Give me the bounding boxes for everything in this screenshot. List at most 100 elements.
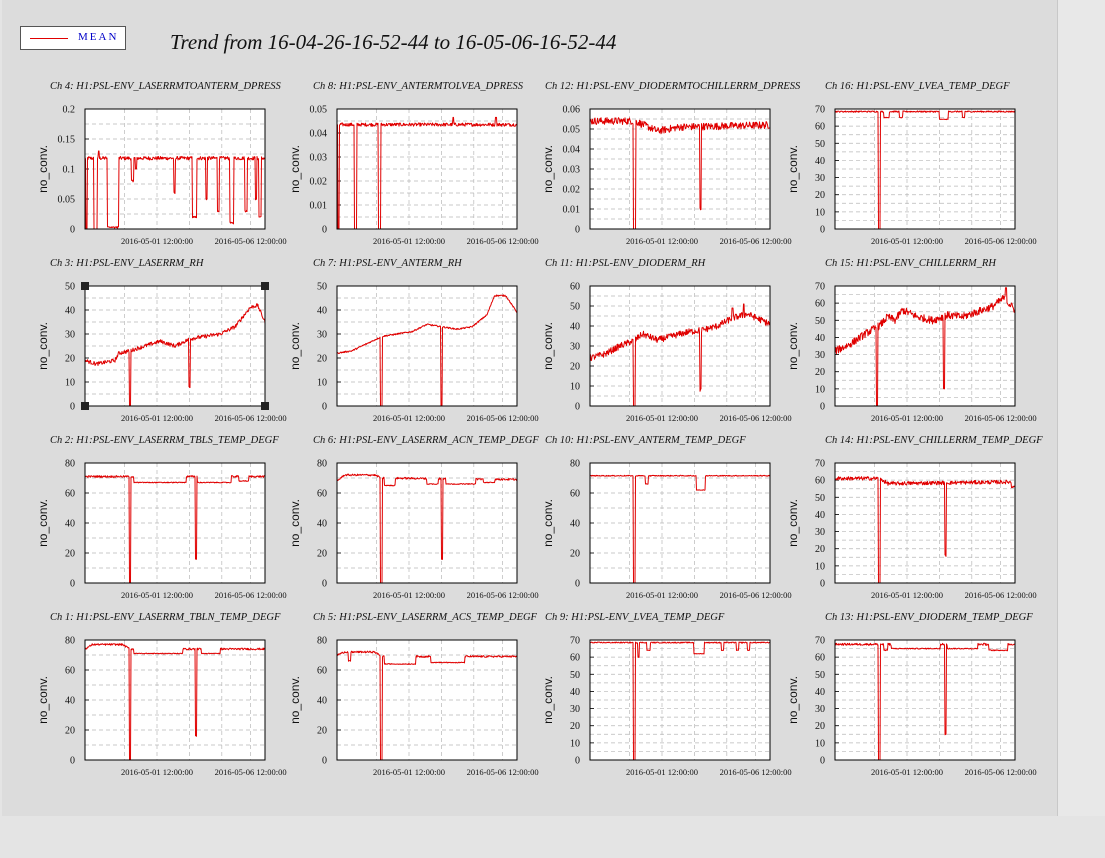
y-tick-label: 50 — [317, 282, 327, 293]
plot-frame — [84, 639, 266, 761]
y-tick-label: 0.02 — [563, 185, 581, 196]
plot-frame — [84, 462, 266, 584]
y-tick-label: 20 — [65, 549, 75, 560]
y-tick-label: 0 — [70, 756, 75, 767]
panel-title: Ch 10: H1:PSL-ENV_ANTERM_TEMP_DEGF — [545, 435, 746, 446]
y-tick-label: 20 — [815, 544, 825, 555]
panel-5: Ch 3: H1:PSL-ENV_LASERRM_RH 0 10 20 30 40 50 20… — [36, 258, 287, 423]
y-tick-label: 50 — [815, 316, 825, 327]
y-tick-label: 20 — [570, 362, 580, 373]
y-tick-label: 30 — [317, 330, 327, 341]
plot-area — [85, 640, 265, 760]
y-tick-label: 70 — [815, 636, 825, 647]
y-tick-label: 60 — [570, 282, 580, 293]
y-tick-label: 70 — [570, 636, 580, 647]
y-tick-label: 10 — [65, 378, 75, 389]
plot-frame — [589, 108, 771, 230]
x-tick-label: 2016-05-01 12:00:00 — [373, 413, 445, 423]
series-line — [84, 303, 266, 407]
y-tick-label: 80 — [65, 459, 75, 470]
y-axis-label: no_conv. — [541, 322, 555, 370]
y-axis-label: no_conv. — [36, 676, 50, 724]
y-tick-label: 0 — [70, 579, 75, 590]
y-tick-label: 60 — [570, 653, 580, 664]
y-tick-label: 0.03 — [310, 153, 328, 164]
x-tick-label: 2016-05-06 12:00:00 — [965, 236, 1037, 246]
y-tick-label: 40 — [65, 696, 75, 707]
plot-area — [835, 640, 1015, 760]
y-tick-label: 20 — [570, 549, 580, 560]
plot-frame — [834, 108, 1016, 230]
series-line — [834, 287, 1016, 407]
y-tick-label: 30 — [815, 173, 825, 184]
y-tick-label: 0.05 — [58, 195, 76, 206]
y-tick-label: 40 — [815, 333, 825, 344]
panel-title: Ch 13: H1:PSL-ENV_DIODERM_TEMP_DEGF — [825, 612, 1033, 623]
x-tick-label: 2016-05-01 12:00:00 — [373, 767, 445, 777]
x-tick-label: 2016-05-01 12:00:00 — [871, 590, 943, 600]
y-tick-label: 60 — [317, 666, 327, 677]
y-tick-label: 40 — [570, 322, 580, 333]
y-tick-label: 0.05 — [563, 125, 581, 136]
series-line — [84, 643, 266, 761]
y-tick-label: 60 — [317, 489, 327, 500]
y-tick-label: 70 — [815, 282, 825, 293]
y-axis-label: no_conv. — [36, 322, 50, 370]
panel-title: Ch 14: H1:PSL-ENV_CHILLERRM_TEMP_DEGF — [825, 435, 1043, 446]
y-tick-label: 60 — [815, 476, 825, 487]
y-tick-label: 20 — [317, 354, 327, 365]
panel-title: Ch 9: H1:PSL-ENV_LVEA_TEMP_DEGF — [545, 612, 725, 623]
y-tick-label: 70 — [815, 459, 825, 470]
x-tick-label: 2016-05-01 12:00:00 — [121, 590, 193, 600]
y-tick-label: 0 — [820, 402, 825, 413]
panel-2: Ch 8: H1:PSL-ENV_ANTERMTOLVEA_DPRESS 0 0.0… — [288, 81, 539, 246]
series-line — [337, 473, 518, 584]
y-axis-label: no_conv. — [288, 676, 302, 724]
y-axis-label: no_conv. — [786, 499, 800, 547]
panel-7: Ch 11: H1:PSL-ENV_DIODERM_RH 0 10 20 30 40 50 6… — [541, 258, 792, 423]
y-tick-label: 0.01 — [563, 205, 581, 216]
trend-title: Trend from 16-04-26-16-52-44 to 16-05-06… — [170, 30, 617, 54]
series-line — [590, 474, 771, 584]
x-tick-label: 2016-05-01 12:00:00 — [871, 767, 943, 777]
panel-14: Ch 5: H1:PSL-ENV_LASERRM_ACS_TEMP_DEGF 0 2… — [288, 612, 539, 777]
y-tick-label: 60 — [815, 122, 825, 133]
y-tick-label: 0 — [820, 756, 825, 767]
x-tick-label: 2016-05-06 12:00:00 — [467, 767, 539, 777]
series-line — [589, 117, 771, 230]
y-tick-label: 80 — [317, 459, 327, 470]
x-tick-label: 2016-05-01 12:00:00 — [373, 236, 445, 246]
y-tick-label: 10 — [815, 384, 825, 395]
y-tick-label: 30 — [570, 342, 580, 353]
y-tick-label: 30 — [570, 704, 580, 715]
y-tick-label: 50 — [570, 670, 580, 681]
y-tick-label: 80 — [65, 636, 75, 647]
y-tick-label: 60 — [65, 666, 75, 677]
y-tick-label: 40 — [570, 519, 580, 530]
y-tick-label: 0.05 — [310, 105, 328, 116]
y-tick-label: 80 — [317, 636, 327, 647]
plot-frame — [589, 462, 771, 584]
y-tick-label: 60 — [65, 489, 75, 500]
plot-area — [85, 286, 265, 406]
y-tick-label: 0.04 — [310, 129, 328, 140]
x-tick-label: 2016-05-06 12:00:00 — [215, 590, 287, 600]
panel-title: Ch 12: H1:PSL-ENV_DIODERMTOCHILLERRM_DPR… — [545, 81, 801, 92]
y-tick-label: 0 — [322, 579, 327, 590]
y-tick-label: 10 — [815, 207, 825, 218]
y-tick-label: 30 — [815, 527, 825, 538]
y-tick-label: 20 — [815, 721, 825, 732]
y-tick-label: 20 — [65, 354, 75, 365]
y-tick-label: 40 — [65, 306, 75, 317]
legend-line-swatch — [30, 38, 68, 39]
series-line — [834, 476, 1016, 584]
x-tick-label: 2016-05-01 12:00:00 — [626, 413, 698, 423]
plot-frame — [84, 285, 266, 407]
panel-15: Ch 9: H1:PSL-ENV_LVEA_TEMP_DEGF 0 10 20 30 40… — [541, 612, 792, 777]
panel-9: Ch 2: H1:PSL-ENV_LASERRM_TBLS_TEMP_DEGF 0… — [36, 435, 287, 600]
plot-area — [590, 109, 770, 229]
y-tick-label: 0.04 — [563, 145, 581, 156]
panel-12: Ch 14: H1:PSL-ENV_CHILLERRM_TEMP_DEGF 0 10… — [786, 435, 1043, 600]
x-tick-label: 2016-05-01 12:00:00 — [871, 236, 943, 246]
